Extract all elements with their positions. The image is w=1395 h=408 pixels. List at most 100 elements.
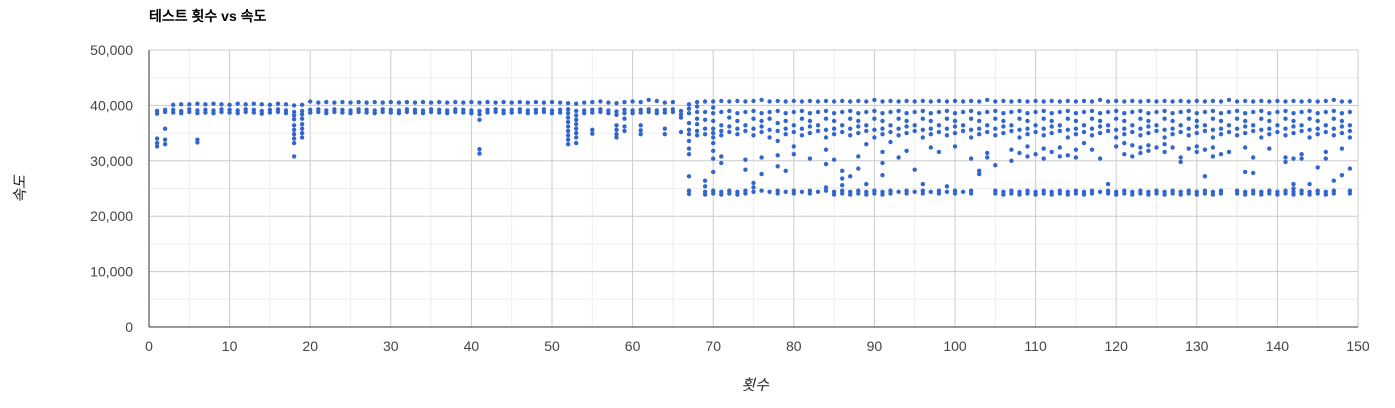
data-point (944, 126, 950, 131)
data-point (1146, 111, 1151, 116)
data-point (340, 110, 345, 115)
x-tick-labels: 0 10 20 30 40 50 60 70 80 90 100 110 120 130 140 150 (145, 338, 1370, 354)
data-point (606, 100, 611, 105)
data-point (1057, 109, 1063, 115)
data-point (501, 111, 506, 116)
data-point (1114, 116, 1119, 121)
data-point (928, 132, 933, 137)
data-point (1025, 191, 1030, 196)
data-point (1138, 150, 1143, 156)
data-point (412, 110, 418, 115)
data-point (243, 102, 248, 107)
data-point (920, 181, 925, 187)
data-point (912, 128, 917, 134)
data-point (1105, 99, 1111, 104)
data-point (1291, 156, 1296, 161)
data-point (574, 101, 579, 106)
data-point (880, 160, 885, 166)
data-point (1202, 123, 1208, 128)
x-tick-label: 10 (222, 338, 238, 354)
data-point (162, 126, 168, 131)
data-point (759, 118, 764, 124)
data-point (751, 126, 756, 131)
data-point (291, 123, 297, 128)
data-point (727, 108, 732, 114)
data-point (928, 189, 933, 194)
data-point (1331, 126, 1337, 131)
data-point (920, 191, 925, 196)
data-point (1291, 192, 1296, 197)
data-point (678, 108, 684, 114)
data-point (154, 144, 160, 149)
data-point (557, 100, 563, 105)
data-point (872, 116, 877, 121)
data-point (985, 97, 990, 103)
data-point (807, 98, 813, 104)
data-point (1283, 99, 1288, 104)
data-point (880, 118, 885, 124)
data-point (1291, 111, 1296, 116)
data-point (364, 100, 369, 105)
x-tick-label: 60 (625, 338, 641, 354)
data-point (993, 133, 998, 138)
data-point (1315, 191, 1320, 196)
data-point (928, 118, 933, 124)
data-point (1001, 124, 1006, 129)
data-point (799, 116, 805, 121)
data-point (1259, 127, 1264, 132)
data-point (565, 124, 571, 129)
data-point (1081, 123, 1087, 128)
data-point (960, 189, 966, 194)
data-point (1307, 135, 1312, 140)
data-point (291, 113, 297, 118)
data-point (711, 111, 716, 116)
data-point (823, 161, 829, 167)
data-point (823, 98, 829, 104)
data-point (348, 111, 353, 116)
data-point (1267, 191, 1272, 196)
data-point (630, 99, 635, 104)
data-point (1347, 109, 1353, 115)
data-point (759, 111, 764, 116)
data-point (1041, 146, 1046, 151)
x-tick-label: 100 (943, 338, 967, 354)
data-point (299, 135, 305, 140)
data-point (888, 98, 893, 104)
data-point (1194, 144, 1200, 149)
data-point (380, 100, 385, 105)
data-point (291, 127, 297, 132)
data-point (590, 127, 595, 132)
data-point (1162, 98, 1167, 104)
data-point (807, 118, 813, 124)
data-point (896, 155, 901, 160)
data-point (783, 132, 788, 137)
data-point (719, 98, 724, 104)
data-point (1025, 132, 1030, 137)
data-point (678, 112, 684, 117)
data-point (968, 191, 974, 196)
data-point (646, 97, 651, 103)
data-point (291, 109, 297, 115)
data-point (662, 100, 667, 105)
x-tick-label: 70 (705, 338, 721, 354)
data-point (848, 174, 853, 179)
data-point (840, 109, 845, 115)
data-point (759, 124, 764, 129)
data-point (1307, 192, 1312, 197)
data-point (864, 128, 869, 134)
data-point (1210, 108, 1216, 114)
data-point (1057, 123, 1063, 128)
data-point (1283, 159, 1288, 165)
data-point (759, 155, 764, 160)
data-point (904, 98, 909, 104)
data-point (1089, 116, 1095, 121)
data-point (1146, 143, 1151, 148)
data-point (1073, 118, 1079, 124)
y-tick-label: 0 (125, 319, 133, 335)
data-point (1057, 154, 1063, 159)
data-point (614, 127, 619, 132)
data-point (332, 109, 337, 115)
data-point (565, 115, 571, 120)
data-point (299, 116, 305, 121)
data-point (702, 184, 708, 189)
